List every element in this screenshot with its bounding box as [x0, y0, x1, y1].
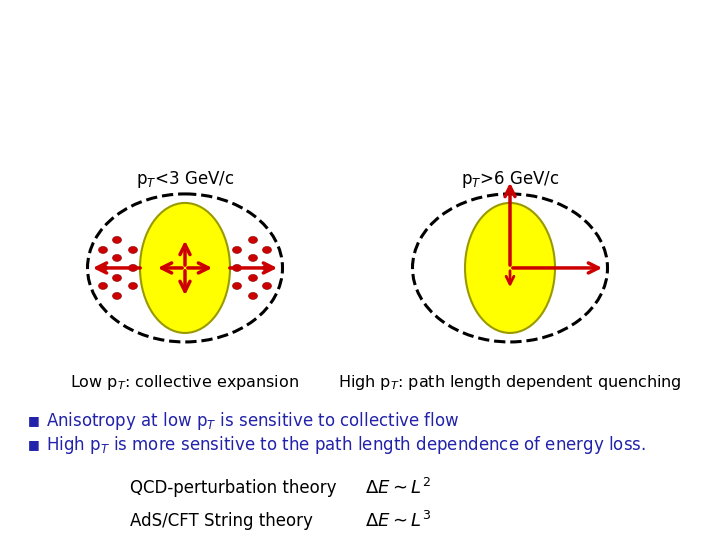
Text: QCD-perturbation theory: QCD-perturbation theory — [130, 479, 336, 497]
Ellipse shape — [233, 265, 241, 272]
Ellipse shape — [233, 246, 241, 253]
Ellipse shape — [112, 293, 122, 300]
Text: ■: ■ — [28, 438, 40, 451]
Ellipse shape — [248, 254, 258, 261]
Ellipse shape — [112, 274, 122, 281]
Ellipse shape — [140, 203, 230, 333]
Ellipse shape — [248, 237, 258, 244]
Ellipse shape — [248, 274, 258, 281]
Ellipse shape — [128, 265, 138, 272]
Text: p$_T$>6 GeV/c: p$_T$>6 GeV/c — [461, 170, 559, 191]
Text: ■: ■ — [28, 415, 40, 428]
Ellipse shape — [465, 203, 555, 333]
Ellipse shape — [248, 293, 258, 300]
Ellipse shape — [128, 282, 138, 289]
Ellipse shape — [263, 282, 271, 289]
Ellipse shape — [99, 282, 107, 289]
Ellipse shape — [99, 246, 107, 253]
Ellipse shape — [263, 265, 271, 272]
Text: p$_T$<3 GeV/c: p$_T$<3 GeV/c — [136, 170, 234, 191]
Ellipse shape — [233, 282, 241, 289]
Text: High p$_T$ is more sensitive to the path length dependence of energy loss.: High p$_T$ is more sensitive to the path… — [46, 434, 646, 456]
Ellipse shape — [99, 265, 107, 272]
Ellipse shape — [112, 237, 122, 244]
Text: Low p$_T$: collective expansion: Low p$_T$: collective expansion — [71, 374, 300, 393]
Text: High p$_T$: path length dependent quenching: High p$_T$: path length dependent quench… — [338, 374, 682, 393]
Text: 34: 34 — [686, 13, 702, 26]
Ellipse shape — [263, 246, 271, 253]
Text: $\Delta E \sim L^3$: $\Delta E \sim L^3$ — [365, 511, 431, 531]
Ellipse shape — [112, 254, 122, 261]
Text: $\Delta E \sim L^2$: $\Delta E \sim L^2$ — [365, 478, 431, 498]
Text: V$_2$ measurement for high p$_T$ particles: V$_2$ measurement for high p$_T$ particl… — [47, 22, 630, 54]
Text: Anisotropy at low p$_T$ is sensitive to collective flow: Anisotropy at low p$_T$ is sensitive to … — [46, 410, 459, 432]
Text: AdS/CFT String theory: AdS/CFT String theory — [130, 512, 313, 530]
Ellipse shape — [128, 246, 138, 253]
